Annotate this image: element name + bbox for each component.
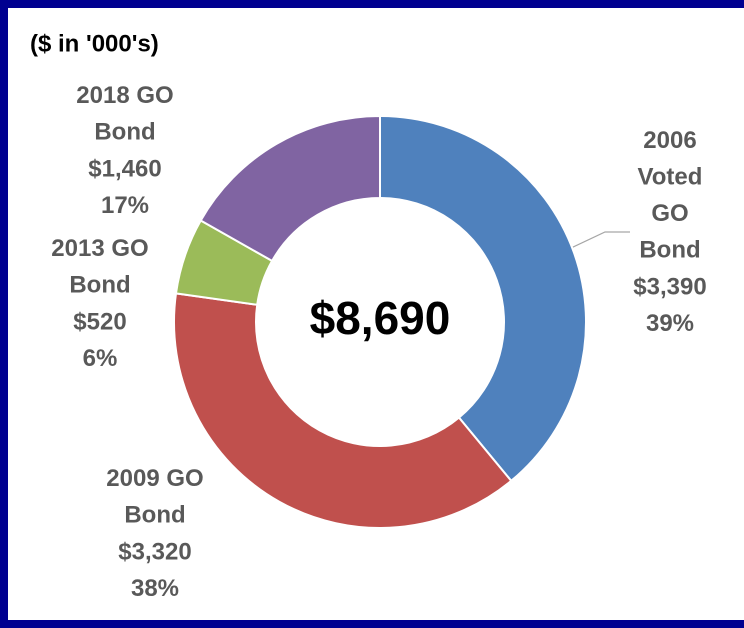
category-label: 2018 GO Bond — [76, 82, 173, 146]
value-label: $3,390 — [633, 273, 706, 300]
category-line: Bond — [69, 272, 130, 299]
donut-segment — [199, 114, 381, 263]
category-line: Bond — [124, 502, 185, 529]
category-line: Bond — [94, 119, 155, 146]
category-label: 2006 Voted GO Bond — [638, 127, 703, 264]
donut-segment — [173, 292, 513, 529]
value-label: $1,460 — [88, 155, 161, 182]
value-label: $520 — [73, 308, 126, 335]
donut-segment — [379, 114, 587, 483]
category-line: GO — [651, 200, 688, 227]
value-label: $3,320 — [118, 538, 191, 565]
category-label: 2009 GO Bond — [106, 465, 203, 529]
category-line: 2018 GO — [76, 82, 173, 109]
center-label: $8,690 — [310, 292, 451, 344]
subtitle: ($ in '000's) — [30, 30, 159, 57]
percentage-label: 38% — [131, 575, 179, 602]
category-line: 2006 — [643, 127, 696, 154]
category-line: Voted — [638, 164, 703, 191]
category-line: 2009 GO — [106, 465, 203, 492]
percentage-label: 39% — [646, 310, 694, 337]
percentage-label: 17% — [101, 192, 149, 219]
category-line: Bond — [639, 237, 700, 264]
percentage-label: 6% — [83, 345, 118, 372]
category-line: 2013 GO — [51, 235, 148, 262]
category-label: 2013 GO Bond — [51, 235, 148, 299]
